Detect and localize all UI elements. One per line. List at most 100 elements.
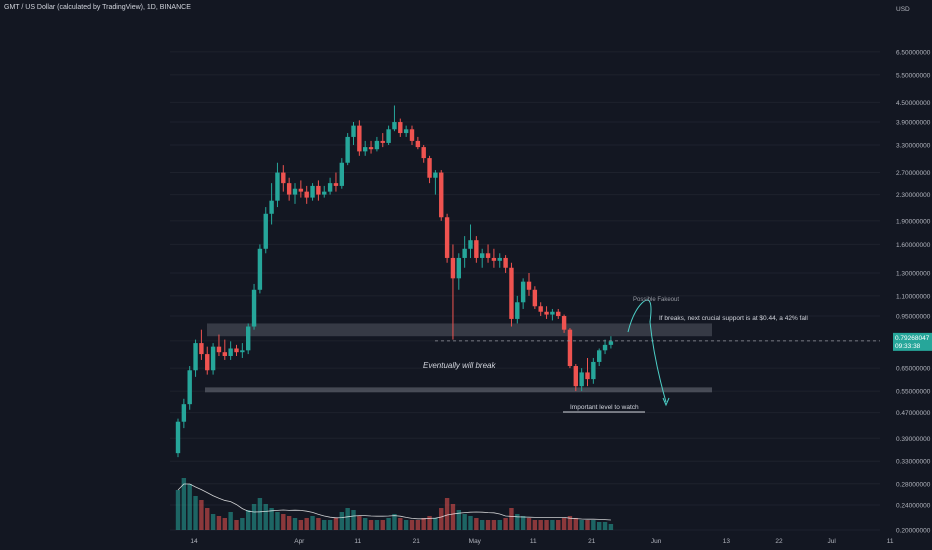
volume-bar (561, 518, 567, 530)
x-tick-label: Jun (651, 538, 662, 545)
volume-bar (357, 516, 362, 530)
volume-bar (497, 520, 502, 530)
x-tick-label: Apr (294, 538, 305, 545)
candle (544, 311, 549, 315)
candle (556, 311, 561, 317)
volume-bar (363, 518, 368, 530)
volume-bar (228, 512, 233, 530)
volume-bar (573, 518, 578, 530)
volume-bar (345, 508, 350, 530)
candle (561, 316, 567, 330)
volume-bar (403, 520, 409, 530)
candle (199, 343, 204, 355)
volume-bar (480, 520, 485, 530)
volume-bar (550, 520, 555, 530)
candle (403, 129, 409, 134)
candle (175, 421, 181, 454)
current-price-tag-bg (893, 332, 932, 351)
y-tick-label: 1.30000000 (896, 270, 931, 277)
volume-bar (585, 520, 590, 530)
candle (240, 350, 245, 353)
volume-bar (591, 520, 596, 530)
candle (357, 125, 362, 152)
candle (187, 370, 192, 405)
projection-arrow-icon (662, 397, 670, 407)
x-tick-label: 14 (190, 538, 198, 545)
candle (339, 162, 344, 186)
candle (368, 147, 374, 150)
candle (327, 183, 333, 192)
volume-bar (450, 504, 456, 530)
volume-bar (567, 516, 573, 530)
volume-bar (556, 520, 561, 530)
volume-bar (491, 520, 497, 530)
candle (567, 329, 573, 367)
candle (275, 172, 280, 201)
candle (573, 366, 578, 387)
candle (550, 311, 555, 315)
volume-bar (597, 522, 602, 530)
candle (538, 306, 543, 312)
volume-bar (246, 510, 251, 530)
candle (263, 213, 268, 249)
volume-bar (515, 514, 520, 530)
candle (345, 136, 350, 163)
candle (257, 248, 263, 290)
y-tick-label: 0.95000000 (896, 314, 931, 321)
candle (503, 257, 508, 268)
candle (216, 346, 222, 353)
candle (532, 289, 538, 307)
y-tick-label: 2.30000000 (896, 192, 931, 199)
volume-bar (175, 490, 181, 530)
volume-bar (456, 510, 461, 530)
projection-path (627, 299, 667, 403)
y-tick-label: 3.30000000 (896, 143, 931, 150)
candle (386, 129, 391, 143)
volume-bar (526, 518, 532, 530)
volume-bar (374, 520, 380, 530)
volume-bar (205, 508, 210, 530)
candle (316, 185, 321, 195)
candle (380, 140, 385, 143)
candle (322, 191, 327, 195)
volume-bar (538, 520, 543, 530)
volume-bar (193, 496, 198, 530)
candle (579, 372, 584, 387)
candle (602, 344, 608, 351)
volume-bar (439, 508, 444, 530)
volume-bar (474, 518, 479, 530)
candle (333, 183, 339, 186)
candle (392, 122, 397, 130)
volume-bar (234, 520, 239, 530)
candle (304, 191, 309, 198)
y-tick-label: 2.70000000 (896, 170, 931, 177)
candle (480, 253, 485, 258)
volume-bar (322, 520, 327, 530)
candle (205, 354, 210, 371)
y-tick-label: 0.39000000 (896, 436, 931, 443)
candle (421, 147, 426, 159)
candle (415, 140, 421, 148)
volume-bar (368, 520, 374, 530)
volume-bar (251, 504, 257, 530)
volume-bar (304, 518, 309, 530)
volume-bar (433, 518, 438, 530)
support-zone (205, 387, 712, 393)
volume-bar (608, 524, 614, 530)
x-tick-label: 22 (775, 538, 783, 545)
volume-bar (503, 518, 508, 530)
volume-bar (398, 518, 403, 530)
volume-bar (520, 516, 526, 530)
candle (497, 257, 502, 261)
important-level-label: Important level to watch (570, 404, 639, 411)
x-tick-label: 11 (530, 538, 537, 545)
candle (193, 343, 198, 371)
candle (234, 348, 239, 353)
y-tick-label: 4.50000000 (896, 100, 931, 107)
volume-bar (292, 518, 298, 530)
candle (228, 348, 233, 357)
y-tick-label: 3.90000000 (896, 120, 931, 127)
candle (585, 372, 590, 380)
